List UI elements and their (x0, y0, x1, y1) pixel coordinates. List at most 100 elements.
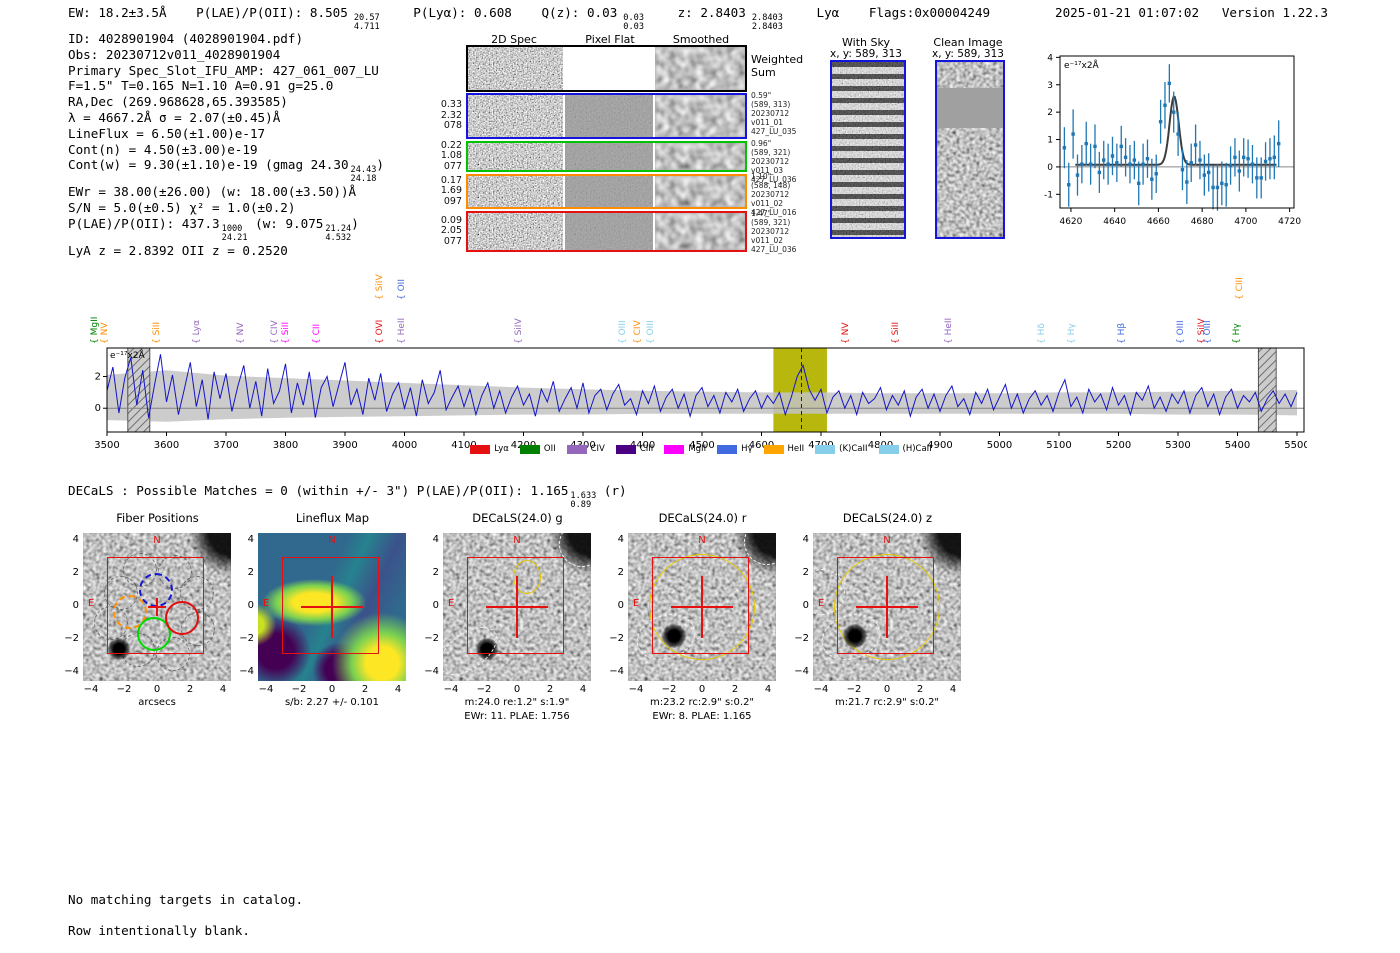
clean-image (935, 60, 1005, 239)
svg-text:4400: 4400 (630, 440, 655, 451)
clean-image-xy: x, y: 589, 313 (932, 48, 1004, 60)
line-label-OVI: { OVI (375, 319, 386, 344)
svg-text:4000: 4000 (392, 440, 417, 451)
legend-item-Lyα: Lyα (470, 444, 509, 454)
legend-item-HeII: HeII (763, 444, 804, 454)
line-label-SiII: { SiII (152, 321, 163, 344)
panel-ytick: 4 (432, 534, 439, 545)
legend-swatch (566, 444, 587, 454)
svg-text:3700: 3700 (213, 440, 238, 451)
noise-image (655, 176, 745, 207)
panel-xtick: −4 (628, 684, 644, 695)
line-label-MgII: { MgII (89, 316, 100, 344)
clean-image-title: Clean Image (933, 36, 1003, 49)
compass-east-label: E (263, 598, 270, 609)
svg-text:4680: 4680 (1191, 217, 1214, 227)
legend-swatch (717, 444, 738, 454)
svg-text:4640: 4640 (1103, 217, 1126, 227)
legend-swatch (615, 444, 636, 454)
svg-text:4660: 4660 (1147, 217, 1170, 227)
info-primary-amp: Primary Spec_Slot_IFU_AMP: 427_061_007_L… (68, 62, 379, 78)
emission-line-labels: { MgII{ NV{ SiII{ Lyα{ NV{ CIV{ SiII{ CI… (90, 258, 1307, 346)
legend-item-CIII: CIII (615, 444, 653, 454)
line-label-CII: { CII (312, 323, 323, 344)
catalog-note-line1: No matching targets in catalog. (68, 891, 304, 907)
panel-xtick: 0 (698, 684, 706, 695)
info-obs: Obs: 20230712v011_4028901904 (68, 46, 281, 62)
panel-xtick: 4 (764, 684, 772, 695)
panel-title-r: DECaLS(24.0) r (658, 511, 747, 525)
legend-label: (K)CaII (839, 444, 868, 454)
fiber-info-label: 0.96" (589, 321) 20230712 v011_03 427_LU… (751, 139, 797, 184)
version: Version 1.22.3 (1221, 5, 1328, 20)
legend-label: (H)CaII (902, 444, 932, 454)
detection-info-block: ID: 4028901904 (4028901904.pdf) Obs: 202… (68, 31, 384, 259)
svg-text:4700: 4700 (1234, 217, 1257, 227)
panel-xtick: −4 (83, 684, 99, 695)
panel-ytick: −2 (424, 633, 439, 644)
panel-xlabel: arcsecs (138, 697, 176, 708)
panel-xtick: −2 (476, 684, 492, 695)
panel-ytick: −2 (64, 633, 79, 644)
panel-ytick: 2 (72, 567, 79, 578)
panel-ytick: −2 (609, 633, 624, 644)
line-label-SiIV: { SiIV (375, 274, 386, 300)
flags-value: Flags:0x00004249 (868, 5, 991, 20)
smoothed-cell (655, 176, 745, 207)
line-label-SiII: { SiII (281, 321, 292, 344)
svg-text:e⁻¹⁷x2Å: e⁻¹⁷x2Å (1064, 59, 1100, 71)
noise-image (468, 47, 563, 90)
noise-image (468, 95, 563, 137)
panel-xtick: −2 (846, 684, 862, 695)
line-label-OIII: { OIII (645, 320, 656, 344)
svg-text:5400: 5400 (1225, 440, 1250, 451)
smoothed-cell (655, 213, 745, 250)
svg-text:-1: -1 (1044, 190, 1053, 200)
col-header-smoothed: Smoothed (672, 33, 730, 46)
panel-xtick: 2 (731, 684, 739, 695)
col-header-2d-spec: 2D Spec (491, 33, 537, 46)
compass-north-label: N (153, 535, 161, 546)
2d-spec-cell (468, 213, 563, 250)
panel-ytick: 0 (802, 600, 809, 611)
fiber-2d-row (466, 45, 747, 92)
crosshair-vertical (331, 576, 333, 638)
selection-box (282, 557, 379, 654)
panel-title-fiber: Fiber Positions (116, 511, 199, 525)
pixel-flat-cell (565, 143, 653, 170)
panel-ytick: 0 (617, 600, 624, 611)
noise-image (565, 95, 653, 137)
panel-xtick: 2 (916, 684, 924, 695)
compass-north-label: N (698, 535, 706, 546)
noise-image (468, 143, 563, 170)
compass-east-label: E (633, 598, 640, 609)
legend-label: MgII (688, 444, 707, 454)
fiber-weight-label: 0.17 1.69 097 (440, 174, 462, 207)
svg-text:0: 0 (95, 403, 101, 414)
panel-xtick: 4 (219, 684, 227, 695)
svg-text:5500: 5500 (1284, 440, 1307, 451)
line-label-NV: { NV (841, 322, 852, 344)
panel-caption-1: s/b: 2.27 +/- 0.101 (284, 697, 380, 708)
legend-label: CIV (590, 444, 605, 454)
panel-xtick: −2 (661, 684, 677, 695)
timestamp-version: 2025-01-21 01:07:02 Version 1.22.3 (1055, 5, 1328, 20)
ew-value: EW: 18.2±3.5Å (68, 5, 167, 20)
line-label-NV: { NV (99, 322, 110, 344)
dark-source-blob (662, 624, 686, 648)
fiber-weight-label: 0.33 2.32 078 (440, 99, 462, 131)
compass-east-label: E (88, 598, 95, 609)
svg-text:2: 2 (1047, 108, 1053, 118)
crosshair-vertical (516, 576, 518, 638)
classification-label: Lyα (816, 5, 840, 20)
selection-box (652, 557, 749, 654)
panel-ytick: 2 (247, 567, 254, 578)
legend-label: Hγ (741, 444, 753, 454)
legend-swatch (519, 444, 540, 454)
z-range: 2.8403 2.8403 (751, 13, 783, 33)
info-cont-n: Cont(n) = 4.50(±3.00)e-19 (68, 141, 258, 157)
line-label-Hγ: { Hγ (1067, 323, 1078, 344)
line-label-SiII: { SiII (891, 321, 902, 344)
